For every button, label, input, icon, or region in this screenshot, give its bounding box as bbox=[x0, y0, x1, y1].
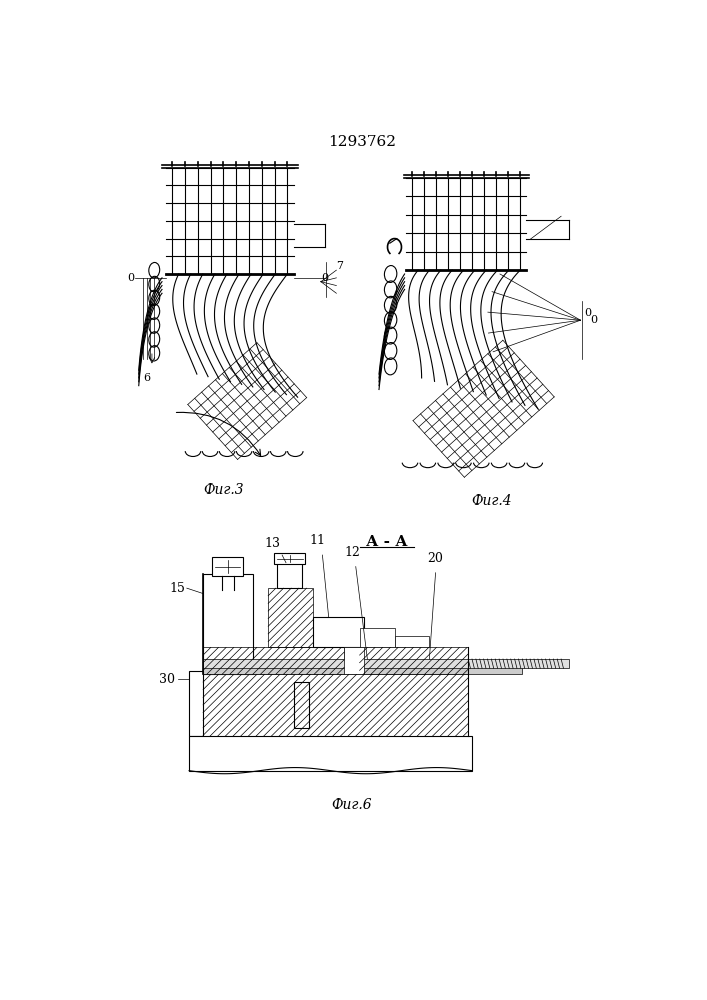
Bar bbox=[274, 553, 305, 564]
Bar bbox=[203, 574, 252, 674]
Text: 1293762: 1293762 bbox=[328, 135, 396, 149]
Bar bbox=[277, 563, 303, 588]
Bar bbox=[344, 647, 363, 674]
Bar bbox=[203, 647, 344, 674]
Bar bbox=[313, 617, 363, 647]
Bar bbox=[203, 659, 569, 668]
Bar bbox=[212, 557, 243, 576]
Text: 11: 11 bbox=[310, 534, 326, 547]
Text: 7: 7 bbox=[337, 261, 344, 271]
Text: 15: 15 bbox=[170, 582, 185, 595]
Text: 6: 6 bbox=[143, 373, 150, 383]
Text: 20: 20 bbox=[428, 552, 443, 565]
Bar bbox=[293, 682, 309, 728]
Bar bbox=[395, 636, 429, 647]
Text: 30: 30 bbox=[159, 673, 175, 686]
Text: 0: 0 bbox=[585, 308, 592, 318]
Bar bbox=[360, 647, 468, 674]
Bar bbox=[268, 588, 313, 647]
Bar bbox=[189, 671, 203, 736]
Text: А - А: А - А bbox=[366, 535, 407, 549]
Bar bbox=[203, 674, 468, 736]
Bar bbox=[203, 667, 522, 674]
Text: 0: 0 bbox=[590, 315, 597, 325]
Text: 13: 13 bbox=[265, 537, 281, 550]
Bar bbox=[189, 736, 472, 771]
Text: Фиг.4: Фиг.4 bbox=[471, 494, 512, 508]
Bar bbox=[360, 628, 395, 647]
Text: 12: 12 bbox=[344, 546, 360, 559]
Text: 0: 0 bbox=[322, 273, 329, 283]
Text: 0: 0 bbox=[127, 273, 134, 283]
Text: Фиг.6: Фиг.6 bbox=[332, 798, 372, 812]
Text: Фиг.3: Фиг.3 bbox=[204, 483, 245, 497]
